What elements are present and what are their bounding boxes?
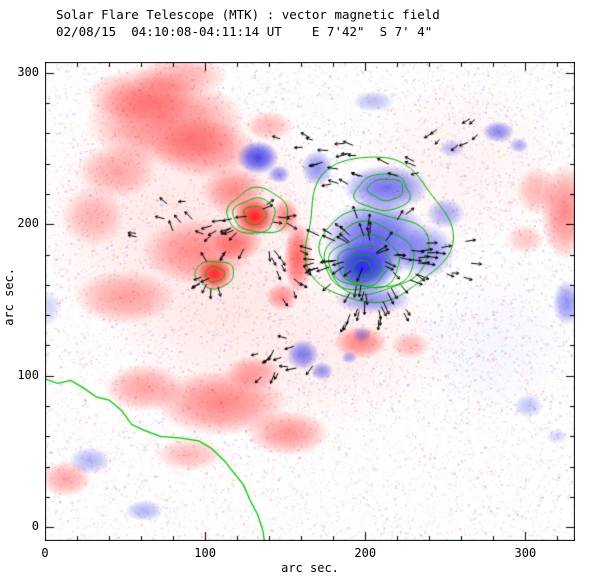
x-tick-label: 200 [354,546,377,560]
x-tick-label: 0 [41,546,49,560]
y-tick-label: 200 [17,216,39,231]
y-tick-label: 100 [17,367,39,382]
magnetogram-plot [45,62,575,541]
figure-subtitle: 02/08/15 04:10:08-04:11:14 UT E 7'42" S … [56,24,433,39]
y-axis-label: arc sec. [2,268,16,326]
y-tick-label: 0 [31,519,39,534]
x-tick-label: 100 [194,546,216,560]
y-tick-label: 300 [17,64,39,79]
x-tick-label: 300 [514,546,537,560]
figure-title: Solar Flare Telescope (MTK) : vector mag… [56,7,440,22]
x-axis-label: arc sec. [281,561,339,575]
